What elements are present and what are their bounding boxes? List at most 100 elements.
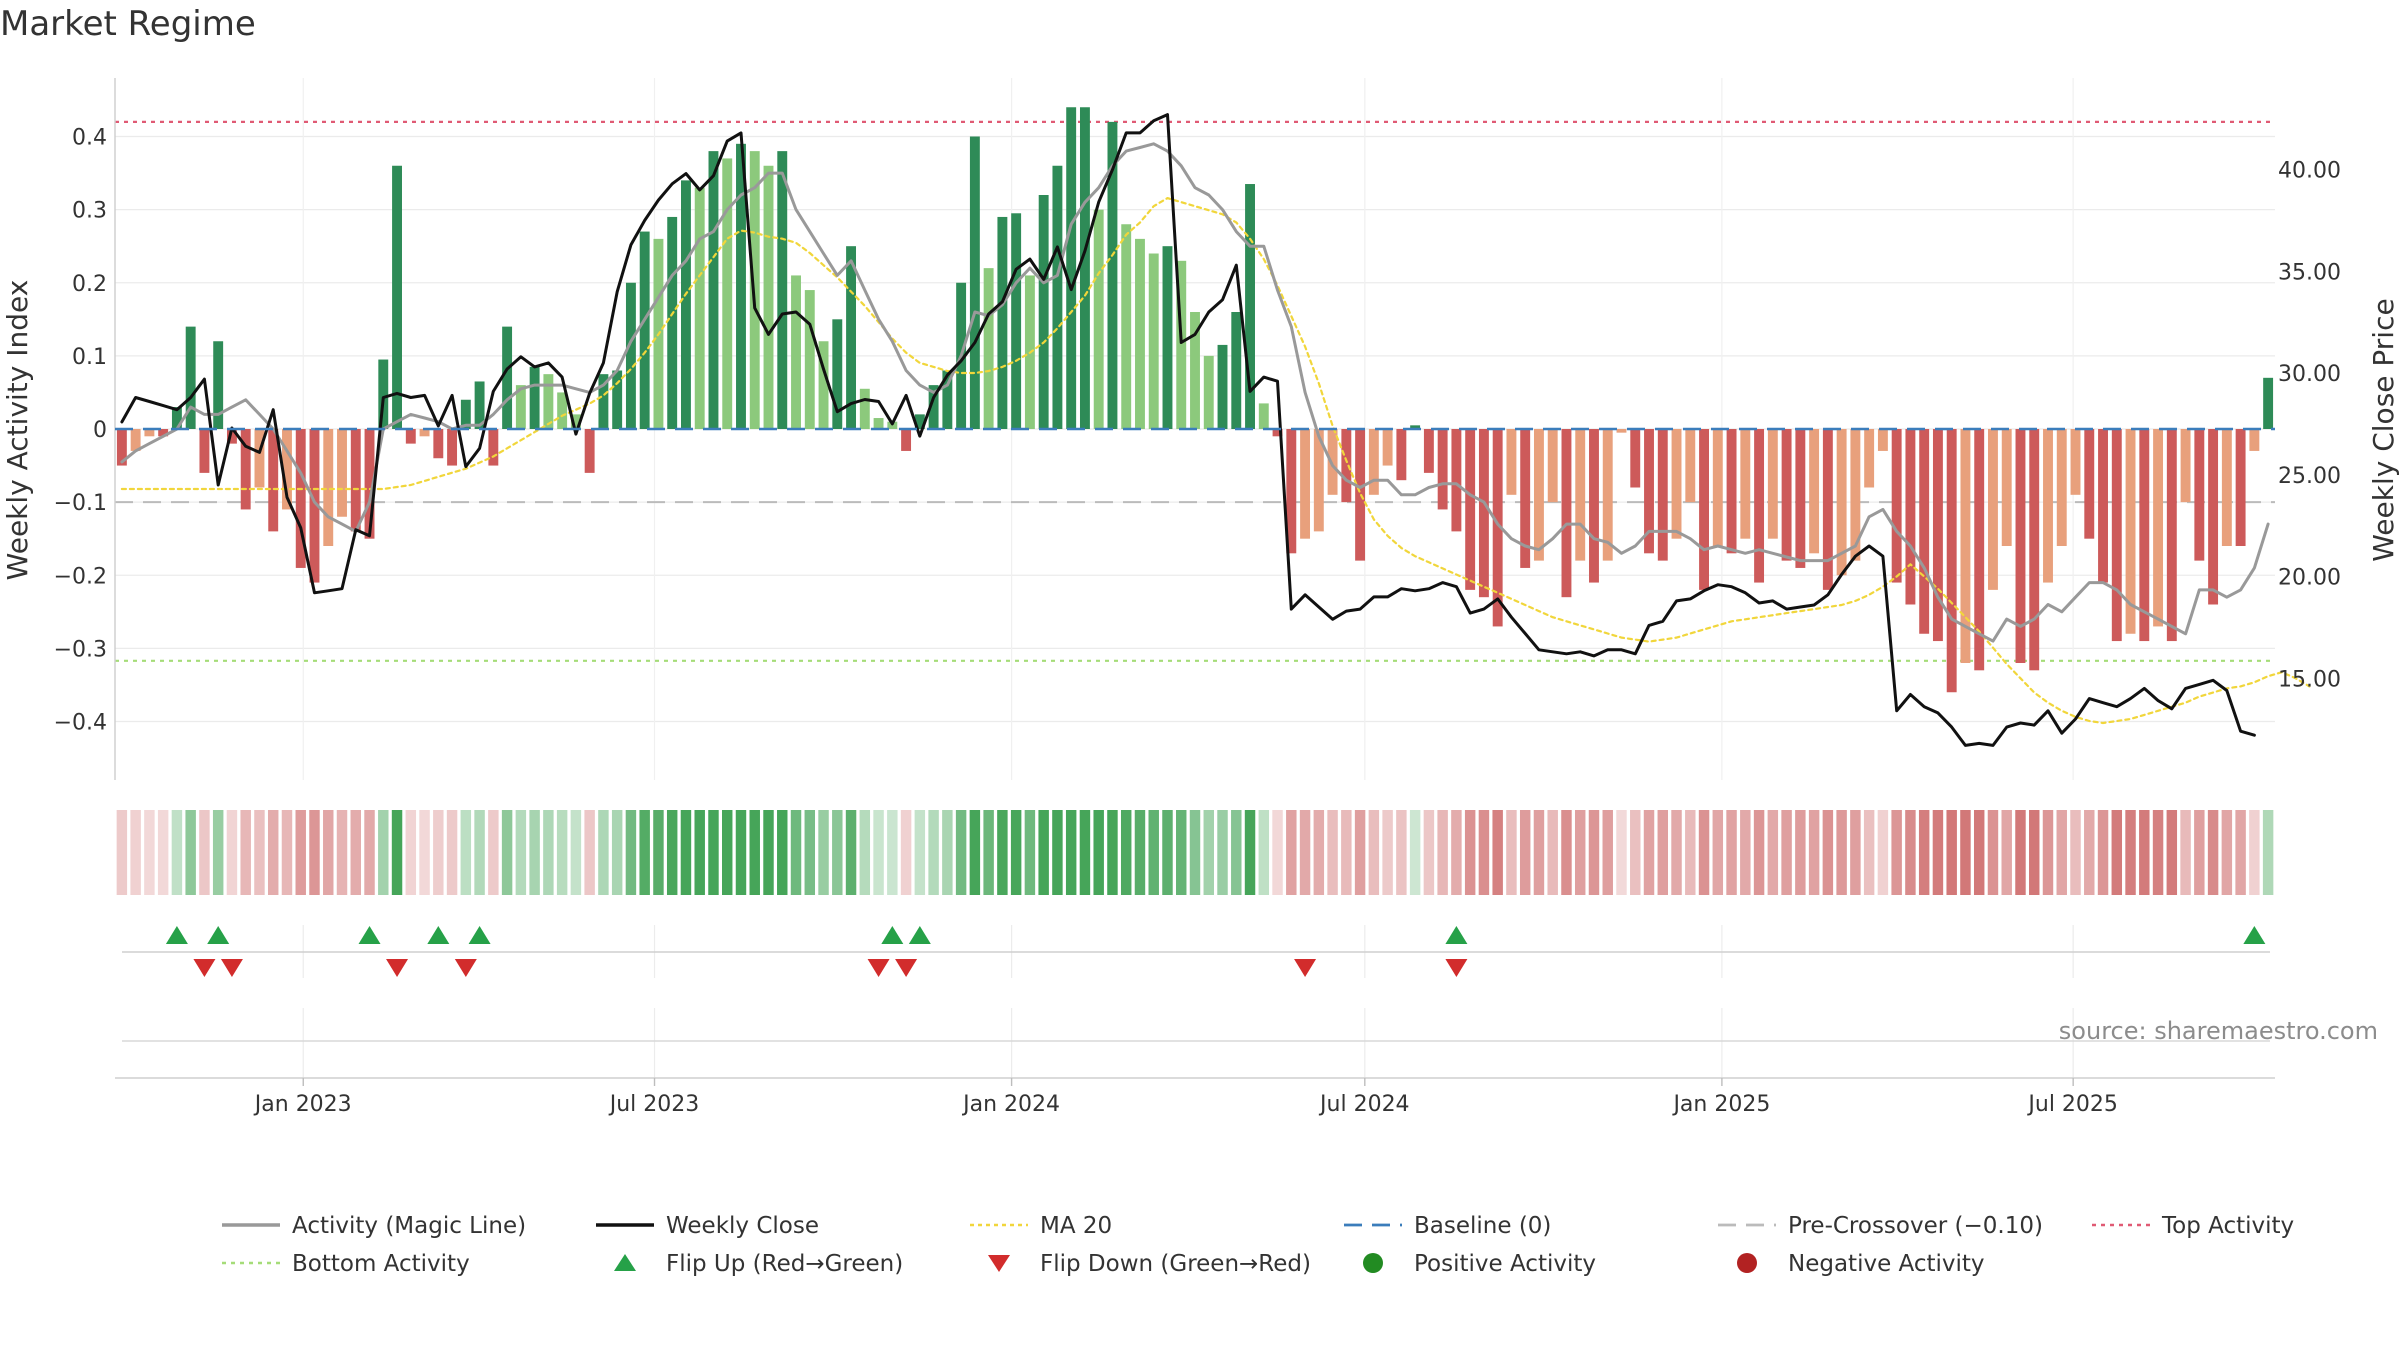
- flip-markers-panel: [122, 925, 2270, 978]
- activity-bar: [2153, 429, 2164, 627]
- y2-tick-label: 20.00: [2278, 566, 2341, 591]
- activity-bar: [2125, 429, 2136, 634]
- activity-bar: [2180, 429, 2191, 503]
- activity-bar: [612, 370, 623, 429]
- regime-strip-cell: [1588, 810, 1600, 895]
- activity-bar: [625, 282, 636, 429]
- legend-label: Pre-Crossover (−0.10): [1788, 1213, 2043, 1239]
- activity-bar: [240, 429, 251, 510]
- activity-bar: [1822, 429, 1833, 590]
- regime-strip-cell: [1148, 810, 1159, 895]
- regime-strip-cell: [1038, 810, 1049, 895]
- regime-strip-cell: [1561, 810, 1572, 895]
- legend-flip-up-swatch: [614, 1254, 636, 1271]
- regime-strip-cell: [1863, 810, 1875, 895]
- legend-dot-swatch: [1363, 1253, 1383, 1273]
- regime-strip-cell: [1822, 810, 1834, 895]
- activity-bar: [1190, 312, 1200, 429]
- regime-strip-cell: [1354, 810, 1366, 895]
- regime-strip-cell: [556, 810, 568, 895]
- activity-bar: [832, 319, 843, 429]
- regime-strip-cell: [2152, 810, 2164, 895]
- regime-strip-cell: [1630, 810, 1641, 895]
- regime-strip-cell: [611, 810, 623, 895]
- activity-bar: [1121, 224, 1132, 429]
- regime-strip-cell: [1740, 810, 1751, 895]
- activity-bar: [419, 429, 430, 437]
- ma20-line: [120, 197, 2311, 725]
- regime-strip-cell: [1217, 810, 1228, 895]
- regime-strip-cell: [171, 810, 183, 895]
- activity-bar: [1905, 429, 1916, 605]
- activity-bar: [1410, 425, 1421, 429]
- regime-strip-cell: [1987, 810, 1999, 895]
- legend-flip-down-swatch: [988, 1255, 1010, 1272]
- activity-bar: [2029, 429, 2040, 671]
- activity-bar: [2111, 429, 2122, 642]
- regime-strip-cell: [1519, 810, 1531, 895]
- activity-bar: [1231, 312, 1242, 429]
- regime-strip-cell: [1272, 810, 1283, 895]
- regime-strip-cell: [749, 810, 760, 895]
- regime-strip-cell: [1176, 810, 1187, 895]
- regime-strip-cell: [2221, 810, 2233, 895]
- y-tick-label: −0.2: [54, 564, 107, 589]
- x-tick-label: Jul 2025: [2026, 1092, 2118, 1117]
- regime-strip-cell: [942, 810, 953, 895]
- regime-strip-cell: [804, 810, 816, 895]
- activity-bar: [1974, 429, 1985, 671]
- regime-strip-cell: [1065, 810, 1077, 895]
- regime-strip-cell: [488, 810, 499, 895]
- regime-strip-cell: [832, 810, 843, 895]
- y-tick-label: 0.3: [72, 199, 107, 224]
- activity-bar: [1547, 429, 1558, 503]
- regime-strip-cell: [1327, 810, 1338, 895]
- regime-strip-cell: [928, 810, 939, 895]
- activity-bar: [1245, 184, 1255, 429]
- activity-bar: [1726, 429, 1737, 554]
- activity-bar: [1148, 253, 1159, 429]
- regime-strip-cell: [1409, 810, 1421, 895]
- regime-strip-cell: [859, 810, 871, 895]
- activity-bar: [584, 429, 595, 473]
- regime-strip-cell: [1492, 810, 1503, 895]
- regime-strip-cell: [1010, 810, 1022, 895]
- regime-strip-cell: [2125, 810, 2136, 895]
- y-tick-label: 0.2: [72, 272, 107, 297]
- activity-bar: [694, 187, 705, 429]
- activity-bar: [1795, 429, 1806, 568]
- flip-up-marker: [427, 926, 450, 944]
- activity-bar: [323, 429, 334, 546]
- legend-label: Bottom Activity: [292, 1251, 470, 1277]
- regime-strip-cell: [281, 810, 293, 895]
- legend-label: Flip Down (Green→Red): [1040, 1251, 1311, 1277]
- regime-strip-cell: [309, 810, 320, 895]
- regime-strip-cell: [722, 810, 733, 895]
- flip-down-marker: [1294, 959, 1317, 977]
- regime-strip-cell: [1808, 810, 1820, 895]
- activity-bar: [708, 151, 719, 429]
- activity-bar: [488, 429, 499, 466]
- y-axis-title: Weekly Activity Index: [1, 280, 34, 581]
- regime-strip-cell: [433, 810, 444, 895]
- regime-strip-cell: [983, 810, 994, 895]
- activity-bar: [1423, 429, 1434, 473]
- regime-strip-cell: [735, 810, 747, 895]
- activity-bar: [1644, 429, 1654, 554]
- activity-bar: [295, 429, 306, 568]
- regime-strip-cell: [1231, 810, 1242, 895]
- regime-strip-cell: [639, 810, 650, 895]
- flip-down-marker: [895, 959, 918, 977]
- y2-axis-title: Weekly Close Price: [2367, 298, 2400, 561]
- activity-bar: [928, 385, 939, 429]
- activity-bar: [818, 341, 829, 429]
- regime-strip-cell: [1781, 810, 1792, 895]
- activity-bar: [1685, 429, 1696, 503]
- x-tick-label: Jul 2024: [1318, 1092, 1410, 1117]
- regime-strip-cell: [1093, 810, 1104, 895]
- activity-bar: [1313, 429, 1324, 532]
- activity-bar: [846, 246, 857, 429]
- regime-strip-cell: [460, 810, 472, 895]
- activity-bar: [1478, 429, 1489, 598]
- regime-strip-cell: [1643, 810, 1655, 895]
